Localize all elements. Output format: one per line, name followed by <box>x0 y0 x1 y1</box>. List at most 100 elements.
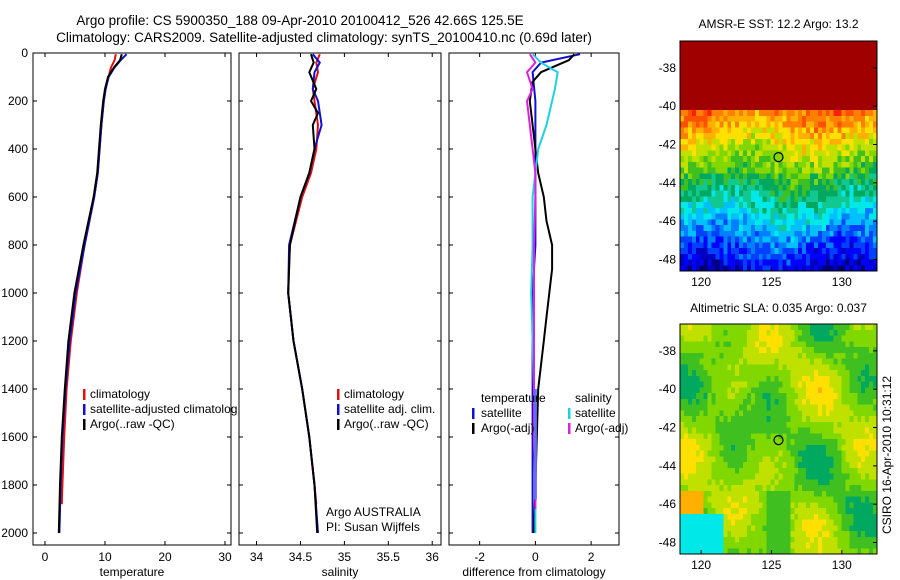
sla_map-cell <box>735 502 740 509</box>
sst_map-cell <box>711 190 717 197</box>
sla_map-cell <box>821 404 827 411</box>
sst_map-cell <box>703 190 709 197</box>
sla_map-cell <box>770 393 776 400</box>
sla_map-cell <box>683 358 689 365</box>
sla_map-cell <box>861 416 866 423</box>
sst_map-cell <box>699 179 705 186</box>
sla_map-cell <box>841 410 847 417</box>
sla_map-cell <box>837 358 843 365</box>
sla_map-cell <box>817 513 823 521</box>
sla_map-cell <box>695 398 701 406</box>
sst_map-cell <box>754 248 760 255</box>
temperature-panel: 0 10 20 30020040060080010001200140016001800… <box>1 46 237 579</box>
sst_map-cell <box>707 138 713 146</box>
sla_map-cell <box>719 421 724 429</box>
sst_map-cell <box>731 167 736 174</box>
sla_map-cell <box>774 508 780 515</box>
sla_map-cell <box>727 329 732 337</box>
sla_map-cell <box>778 370 784 377</box>
sla_map-cell <box>802 536 807 544</box>
sst_map-cell <box>770 46 776 54</box>
sst_map-cell <box>833 265 839 272</box>
sst_map-cell <box>739 265 744 272</box>
sst_map-cell <box>774 58 780 65</box>
sst_map-cell <box>699 64 705 71</box>
sst_map-cell <box>743 92 748 100</box>
sla_map-cell <box>778 439 784 446</box>
sst_map-cell <box>790 259 795 266</box>
sla_map-cell <box>857 450 862 457</box>
sla_map-cell <box>837 531 843 538</box>
sst_map-cell <box>790 121 795 128</box>
sla_map-cell <box>865 381 870 388</box>
sst_map-cell <box>703 219 709 226</box>
sla_map-cell <box>699 335 705 342</box>
sla_map-cell <box>766 433 772 440</box>
sst_map-cell <box>743 196 748 203</box>
sst_map-cell <box>817 64 823 71</box>
sst_map-cell <box>743 219 748 226</box>
sla_map-cell <box>853 456 858 463</box>
sst_map-cell <box>680 202 685 209</box>
sst_map-cell <box>786 179 791 186</box>
sst_map-cell <box>837 184 843 192</box>
sst_map-cell <box>833 98 839 105</box>
sst_map-cell <box>845 75 851 82</box>
sla_map-cell <box>739 473 744 480</box>
sla_map-cell <box>754 496 760 503</box>
sla_map-cell <box>861 496 866 503</box>
sla_map-cell <box>680 335 685 342</box>
sla_map-cell <box>778 358 784 365</box>
sst_map-cell <box>861 248 866 255</box>
sla_map-cell <box>778 473 784 480</box>
sla_map-cell <box>691 364 697 371</box>
sst_map-cell <box>829 115 835 123</box>
sla_map-cell <box>825 496 831 503</box>
sst_map-cell <box>746 127 752 134</box>
sst_map-cell <box>810 265 815 272</box>
sla_map-cell <box>837 387 843 394</box>
sst_map-cell <box>786 161 791 169</box>
sst_map-cell <box>711 150 717 157</box>
sst_map-cell <box>770 81 776 88</box>
sla_map-cell <box>680 370 685 377</box>
sla_map-cell <box>680 513 685 521</box>
sla_map-cell <box>794 410 799 417</box>
sla_map-cell <box>853 525 858 532</box>
sla_map-cell <box>774 444 780 452</box>
sst_map-cell <box>758 52 764 59</box>
sst_map-cell <box>719 92 724 100</box>
sla_map-cell <box>821 490 827 498</box>
sla_map-cell <box>786 364 791 371</box>
sst_map-cell <box>691 98 697 105</box>
sst_map-cell <box>746 138 752 146</box>
sst_map-cell <box>750 52 756 59</box>
sla_map-cell <box>845 456 851 463</box>
sla_map-cell <box>719 439 724 446</box>
sst_map-cell <box>829 92 835 100</box>
sst_map-cell <box>770 259 776 266</box>
sst_map-cell <box>774 41 780 48</box>
sla_map-cell <box>715 456 720 463</box>
sla_map-cell <box>707 387 713 394</box>
sst_map-cell <box>806 173 811 180</box>
sla_map-cell <box>762 335 768 342</box>
sla_map-cell <box>821 387 827 394</box>
sst_map-cell <box>715 167 720 174</box>
sst_map-cell <box>770 87 776 94</box>
sla_map-cell <box>813 358 819 365</box>
sst_map-cell <box>786 81 791 88</box>
sla_map-cell <box>719 450 724 457</box>
sst_map-cell <box>841 156 847 163</box>
sla_map-cell <box>691 421 697 429</box>
sla_map-cell <box>707 513 713 521</box>
sla_map-cell <box>837 416 843 423</box>
sla_map-cell <box>778 531 784 538</box>
sst_map-cell <box>782 265 787 272</box>
sla_map-cell <box>743 531 748 538</box>
sla_map-cell <box>802 341 807 348</box>
sla_map-cell <box>739 462 744 469</box>
sst_map-cell <box>857 265 862 272</box>
sst_map-cell <box>790 75 795 82</box>
sla_map-cell <box>715 341 720 348</box>
